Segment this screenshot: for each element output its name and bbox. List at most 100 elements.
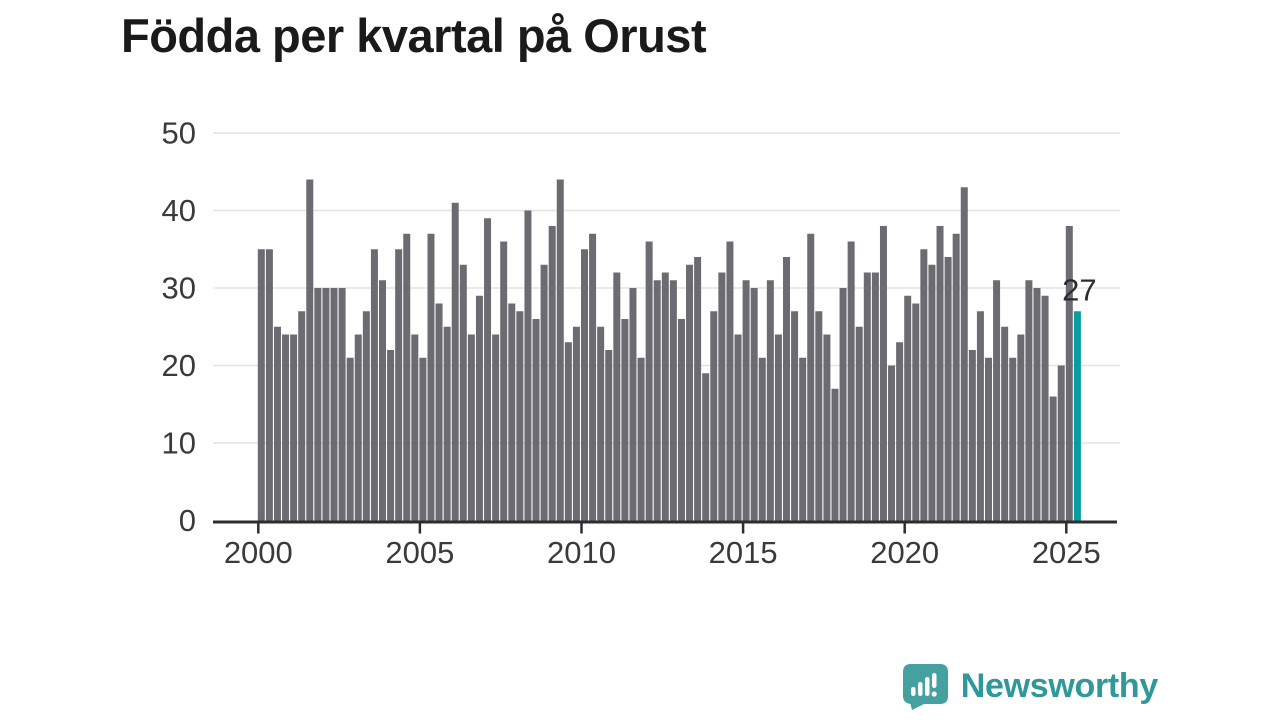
bar (629, 288, 637, 521)
bar (597, 326, 605, 521)
y-axis-tick-label: 10 (162, 426, 196, 461)
bar (863, 272, 871, 521)
bar (605, 350, 613, 521)
bar (677, 319, 685, 521)
bar (435, 303, 443, 521)
bar (912, 303, 920, 521)
bar (581, 249, 588, 521)
bar (1049, 396, 1057, 521)
bar (354, 334, 362, 521)
bar (879, 226, 887, 521)
bar (298, 311, 306, 521)
y-axis-tick-label: 40 (162, 193, 196, 228)
bar (807, 233, 815, 521)
bar (443, 326, 451, 521)
page-title: Födda per kvartal på Orust (121, 9, 707, 62)
bar (718, 272, 726, 521)
y-axis-tick-label: 50 (162, 116, 196, 151)
y-axis-tick-label: 30 (162, 271, 196, 306)
bar (831, 388, 839, 521)
bar (459, 264, 467, 521)
bar (500, 241, 508, 521)
bar (686, 264, 694, 521)
bar (1025, 280, 1033, 521)
bar (564, 342, 572, 521)
bar (475, 295, 483, 521)
bar (968, 350, 976, 521)
bar (1065, 226, 1073, 521)
bar (370, 249, 378, 521)
bar (694, 257, 702, 521)
bar (1017, 334, 1025, 521)
bar (661, 272, 669, 521)
bar (985, 357, 992, 521)
bar (322, 288, 330, 521)
bar (338, 288, 346, 521)
bar (710, 311, 718, 521)
bar (1033, 288, 1041, 521)
bar (839, 288, 847, 521)
bar (395, 249, 403, 521)
bar (362, 311, 370, 521)
bar (314, 288, 322, 521)
bar (766, 280, 774, 521)
bar (920, 249, 928, 521)
newsworthy-logo: Newsworthy (902, 663, 1158, 710)
bar (936, 226, 944, 521)
bar (871, 272, 879, 521)
newsworthy-logo-text: Newsworthy (960, 667, 1159, 705)
bar (451, 202, 459, 521)
bar (427, 233, 435, 521)
bar (904, 295, 912, 521)
bar (750, 288, 758, 521)
bar (734, 334, 742, 521)
bar (823, 334, 831, 521)
bar (783, 257, 790, 521)
x-axis-tick-label: 2000 (224, 535, 293, 570)
bar (653, 280, 661, 521)
bar (742, 280, 750, 521)
bar (540, 264, 548, 521)
bar (572, 326, 580, 521)
bar (791, 311, 799, 521)
bar (976, 311, 984, 521)
x-axis-tick-label: 2010 (547, 535, 616, 570)
bar (516, 311, 524, 521)
bar (613, 272, 621, 521)
bar (888, 365, 896, 521)
bar (855, 326, 863, 521)
bar (273, 326, 281, 521)
bar (411, 334, 419, 521)
bar (346, 357, 354, 521)
bar (419, 357, 427, 521)
bar (589, 233, 597, 521)
bar (508, 303, 516, 521)
bar (1009, 357, 1017, 521)
bar (467, 334, 475, 521)
bar (306, 179, 314, 521)
highlighted-bar-latest-quarter (1073, 311, 1081, 521)
bar (548, 226, 556, 521)
bar (330, 288, 338, 521)
bar (774, 334, 782, 521)
bar (702, 373, 710, 521)
bar (1057, 365, 1065, 521)
bar (556, 179, 564, 521)
bar (726, 241, 734, 521)
bar (928, 264, 936, 521)
y-axis-tick-label: 20 (162, 348, 196, 383)
bar (758, 357, 766, 521)
bar (524, 210, 532, 521)
bar (621, 319, 629, 521)
bar (1041, 295, 1049, 521)
bar (532, 319, 540, 521)
x-axis-tick-label: 2020 (870, 535, 939, 570)
newsworthy-logo-icon (902, 664, 948, 710)
bar (290, 334, 298, 521)
x-axis-tick-label: 2005 (385, 535, 454, 570)
bar (944, 257, 952, 521)
bar (960, 187, 968, 521)
bar (403, 233, 411, 521)
bar (379, 280, 386, 521)
